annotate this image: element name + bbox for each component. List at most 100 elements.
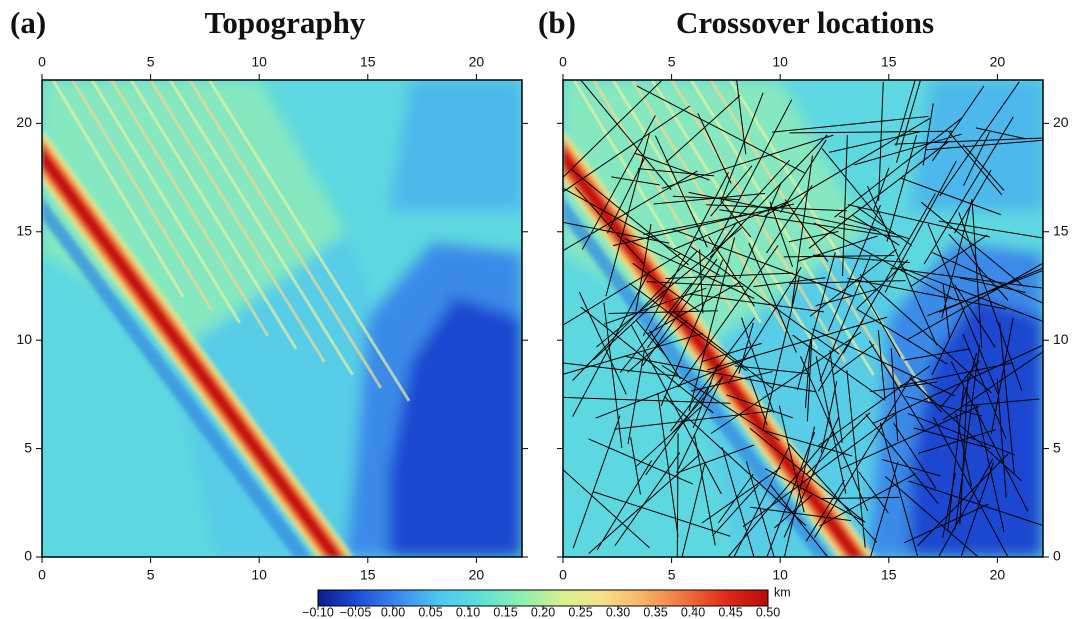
track-line	[954, 169, 992, 234]
track-line	[749, 427, 865, 522]
ridge-stripe	[592, 80, 734, 311]
track-line	[580, 80, 672, 191]
track-line	[879, 422, 919, 557]
ridge-band	[42, 149, 340, 557]
track-line	[624, 355, 816, 393]
track-line	[784, 199, 829, 262]
track-line	[699, 249, 704, 314]
y-tick-label: 10	[16, 331, 32, 347]
track-line	[570, 168, 689, 266]
track-line	[867, 185, 938, 346]
x-tick-label: 5	[147, 567, 155, 583]
ridge-band	[42, 129, 354, 557]
track-line	[748, 376, 768, 426]
track-line	[832, 344, 875, 376]
track-line	[859, 274, 992, 394]
x-tick-label-top: 15	[360, 54, 376, 70]
track-line	[996, 379, 1007, 499]
track-line	[999, 322, 1015, 474]
x-tick-label: 20	[990, 567, 1006, 583]
track-line	[627, 349, 645, 445]
ridge-stripe	[129, 80, 298, 350]
track-line	[701, 467, 782, 524]
track-line	[663, 395, 807, 527]
crossover-tracks	[563, 80, 1043, 557]
track-line	[925, 139, 1043, 151]
track-line	[789, 130, 953, 134]
track-line	[665, 272, 793, 279]
track-line	[630, 324, 722, 495]
y-tick-label: 5	[24, 439, 32, 455]
colorbar-tick-label: 0.35	[643, 605, 667, 619]
track-line	[593, 291, 667, 361]
ridge-stripe	[611, 80, 762, 324]
x-tick-label: 10	[772, 567, 788, 583]
track-line	[903, 503, 990, 544]
track-line	[779, 139, 827, 213]
track-line	[884, 160, 957, 293]
track-line	[877, 330, 886, 399]
ridge-stripe	[110, 80, 270, 337]
track-line	[766, 432, 816, 557]
track-line	[727, 267, 802, 384]
topography-map	[563, 80, 1043, 557]
track-line	[847, 204, 990, 238]
track-line	[693, 434, 716, 546]
track-line	[903, 348, 971, 361]
colorbar-tick-label: −0.05	[340, 605, 372, 619]
track-line	[769, 201, 793, 267]
track-line	[858, 471, 889, 513]
track-line	[580, 306, 714, 414]
x-tick-label-top: 10	[772, 54, 788, 70]
x-tick-label: 5	[668, 567, 676, 583]
track-line	[691, 370, 773, 392]
track-line	[913, 427, 991, 450]
ridge-stripe	[168, 80, 354, 376]
track-line	[937, 458, 994, 557]
track-line	[907, 413, 1016, 456]
track-line	[846, 370, 866, 548]
ridge-stripe	[71, 80, 213, 311]
ridge-band	[563, 129, 875, 557]
track-line	[676, 433, 679, 557]
track-line	[749, 506, 852, 522]
track-line	[764, 468, 866, 523]
track-line	[856, 259, 909, 309]
ridge-stripe	[188, 80, 383, 389]
colorbar-tick-label: 0.45	[718, 605, 742, 619]
track-line	[908, 480, 1043, 526]
ridge-trough	[42, 197, 312, 557]
track-line	[721, 447, 755, 557]
track-line	[672, 228, 853, 297]
track-line	[677, 444, 755, 474]
deep-blue-area	[389, 296, 522, 557]
track-line	[692, 363, 719, 428]
x-tick-label-top: 15	[881, 54, 897, 70]
track-line	[710, 165, 753, 217]
track-line	[563, 187, 720, 276]
x-tick-label-top: 5	[668, 54, 676, 70]
track-line	[857, 207, 912, 246]
ridge-band	[563, 149, 861, 557]
y-tick-label: 0	[24, 548, 32, 564]
track-line	[927, 269, 1043, 317]
track-line	[820, 381, 838, 453]
track-line	[812, 328, 956, 397]
track-line	[890, 348, 899, 442]
track-line	[938, 267, 1043, 313]
track-line	[738, 322, 754, 374]
ridge-stripe	[631, 80, 791, 337]
track-line	[817, 319, 864, 392]
track-line	[789, 280, 906, 285]
track-line	[821, 148, 887, 228]
track-line	[697, 112, 732, 184]
ridge-band	[42, 142, 345, 557]
track-line	[954, 344, 981, 530]
track-line	[707, 316, 888, 371]
track-line	[906, 262, 1043, 341]
track-line	[563, 362, 678, 377]
track-line	[772, 115, 929, 133]
y-tick-label: 10	[1053, 331, 1069, 347]
track-line	[632, 262, 700, 312]
track-line	[604, 287, 707, 325]
